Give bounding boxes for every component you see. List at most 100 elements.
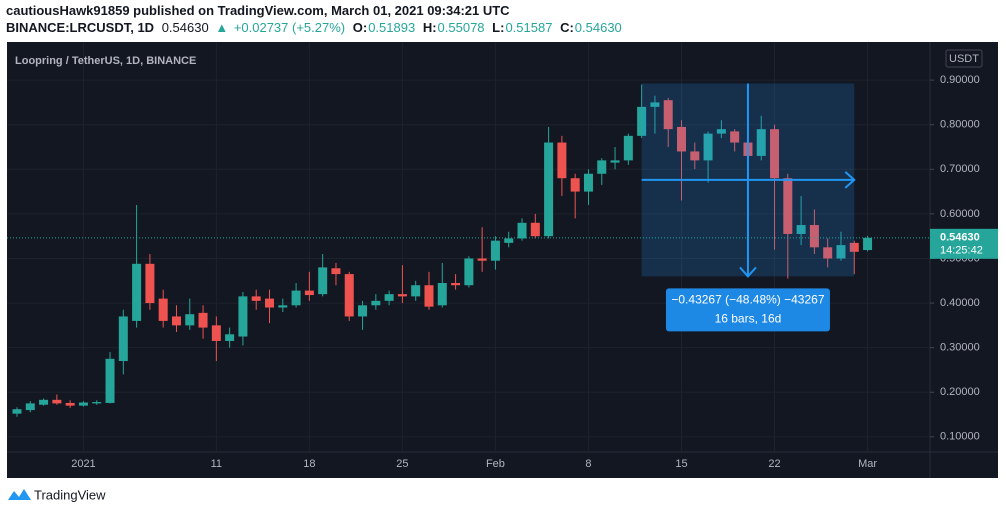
candle-body: [809, 225, 819, 248]
candle-body: [78, 402, 88, 406]
candle-body: [158, 298, 168, 321]
candle-body: [225, 334, 235, 341]
candle-body: [371, 300, 381, 306]
measure-v-head: [739, 266, 757, 278]
x-tick-label: 22: [768, 458, 780, 470]
candle-body: [331, 268, 341, 275]
countdown: 14:25:42: [940, 245, 983, 257]
ohlc-key: O:: [353, 20, 367, 35]
candle-body: [597, 160, 607, 174]
candle-body: [105, 358, 115, 403]
publisher-text: cautiousHawk91859 published on TradingVi…: [6, 3, 510, 18]
candle-body: [823, 247, 833, 259]
x-tick-label: 15: [675, 458, 687, 470]
chart-panel: [7, 42, 998, 478]
last-price-label: 0.54630: [940, 232, 980, 244]
measure-h-head: [844, 171, 856, 189]
candle-body: [171, 316, 181, 326]
candle-body: [424, 285, 434, 307]
candle-body: [185, 314, 195, 326]
x-tick-label: 18: [303, 458, 315, 470]
y-tick-label: 0.80000: [940, 119, 980, 131]
candle-body: [318, 267, 328, 295]
x-tick-label: Mar: [858, 458, 877, 470]
candle-body: [397, 294, 407, 297]
candle-body: [65, 402, 75, 406]
candle-body: [836, 245, 846, 259]
candle-body: [610, 160, 620, 163]
brand-logo: [8, 489, 31, 500]
candle-body: [770, 129, 780, 179]
last: 0.54630: [162, 20, 209, 35]
candle-body: [251, 296, 261, 301]
currency-box: [945, 49, 983, 68]
currency: USDT: [949, 53, 979, 65]
x-tick-label: 8: [585, 458, 591, 470]
candle-body: [849, 242, 859, 252]
ohlc-key: L:: [492, 20, 504, 35]
candle-body: [118, 316, 128, 362]
candle-body: [265, 298, 275, 308]
candle-body: [756, 129, 766, 156]
brand: TradingView: [34, 487, 106, 502]
candle-body: [132, 263, 142, 321]
ohlc-value: 0.55078: [438, 20, 485, 35]
x-tick-label: Feb: [486, 458, 505, 470]
candle-body: [863, 237, 873, 251]
x-tick-label: 25: [396, 458, 408, 470]
x-tick-label: 11: [211, 458, 222, 470]
y-tick-label: 0.10000: [940, 431, 980, 443]
y-tick-label: 0.90000: [940, 74, 980, 86]
chart-title: Loopring / TetherUS, 1D, BINANCE: [15, 55, 196, 67]
candle-body: [25, 403, 35, 411]
candle-body: [716, 129, 726, 134]
candle-body: [52, 399, 62, 404]
candle-body: [490, 240, 500, 261]
y-tick-label: 0.20000: [940, 386, 980, 398]
publisher: cautiousHawk91859 published on TradingVi…: [6, 3, 510, 18]
ohlc-key: C:: [560, 20, 574, 35]
candle-body: [570, 178, 580, 192]
candle-body: [517, 222, 527, 239]
candle-body: [384, 294, 394, 301]
measure-detail: 16 bars, 16d: [715, 312, 782, 326]
candle-body: [39, 399, 49, 405]
candle-body: [92, 402, 102, 404]
candle-body: [504, 238, 514, 243]
candle-body: [238, 296, 248, 337]
y-tick-label: 0.70000: [940, 163, 980, 175]
y-tick-label: 0.40000: [940, 297, 980, 309]
candle-body: [703, 133, 713, 161]
candle-body: [344, 274, 354, 317]
candle-body: [437, 283, 447, 306]
candle-body: [730, 131, 740, 143]
candle-body: [477, 258, 487, 261]
candle-body: [304, 290, 314, 296]
last-price-box: [930, 228, 998, 259]
candle-body: [530, 222, 540, 237]
ohlc-value: 0.51893: [368, 20, 415, 35]
change: +0.02737 (+5.27%): [234, 20, 345, 35]
ohlc-value: 0.54630: [575, 20, 622, 35]
symbol: BINANCE:LRCUSDT, 1D: [6, 20, 154, 35]
symbol-line: BINANCE:LRCUSDT, 1D 0.54630 ▲ +0.02737 (…: [6, 20, 622, 35]
candle-body: [557, 142, 567, 179]
y-tick-label: 0.60000: [940, 208, 980, 220]
y-tick-label: 0.30000: [940, 342, 980, 354]
candle-body: [291, 290, 301, 306]
candle-body: [544, 142, 554, 237]
measure-label: −0.43267 (−48.48%) −43267: [671, 293, 824, 307]
candle-body: [637, 106, 647, 136]
candle-body: [145, 263, 155, 304]
measure-label-box: [665, 288, 830, 332]
candle-body: [677, 126, 686, 152]
ohlc-key: H:: [423, 20, 437, 35]
candle-body: [583, 173, 593, 192]
candle-body: [12, 409, 22, 414]
candle-body: [411, 285, 421, 297]
candle-body: [650, 102, 660, 107]
ohlc-value: 0.51587: [505, 20, 552, 35]
candle-body: [358, 305, 368, 317]
candle-body: [464, 258, 474, 286]
